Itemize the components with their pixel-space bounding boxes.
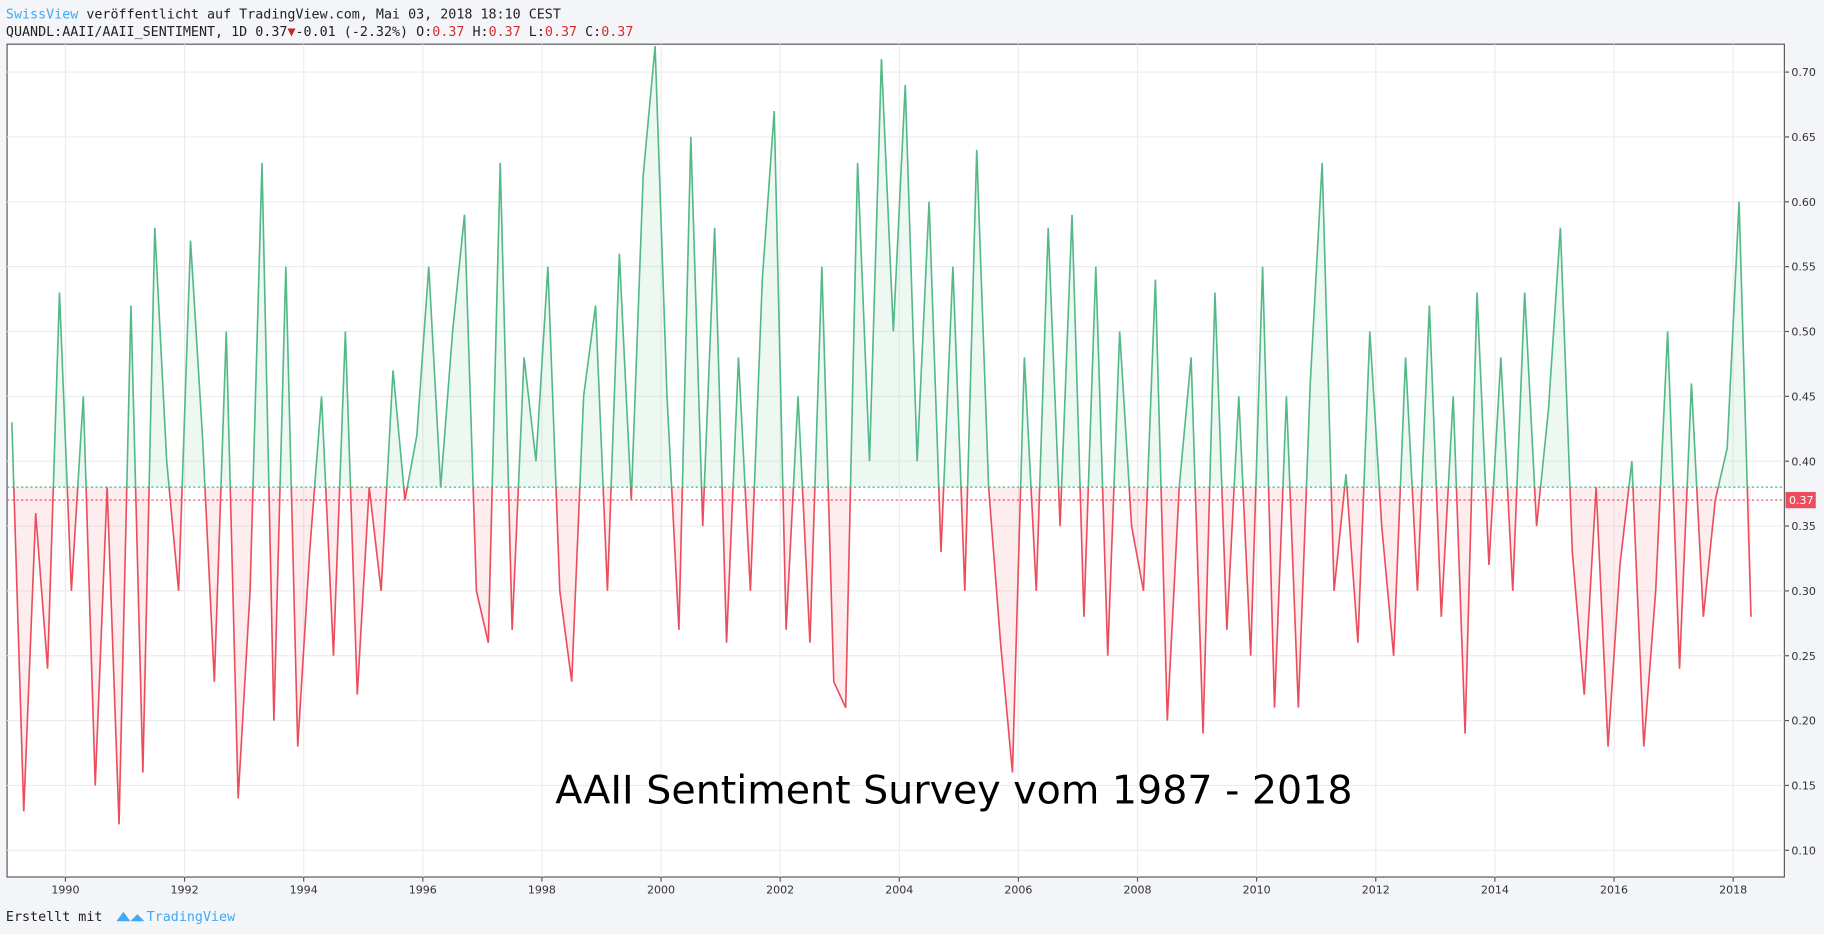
- footer-made: Erstellt mit: [6, 910, 103, 925]
- l-label: L:: [529, 25, 545, 40]
- y-tick-label: 0.20: [1791, 715, 1816, 728]
- y-tick-label: 0.25: [1791, 650, 1816, 663]
- last-value-label: 0.37: [1789, 494, 1814, 507]
- c-value: 0.37: [601, 25, 633, 40]
- l-value: 0.37: [545, 25, 577, 40]
- y-tick-label: 0.60: [1791, 196, 1816, 209]
- y-tick-label: 0.45: [1791, 390, 1816, 403]
- symbol-line: QUANDL:AAII/AAII_SENTIMENT, 1D 0.37▼-0.0…: [6, 25, 633, 40]
- x-tick-label: 2016: [1600, 883, 1628, 896]
- line: [11, 46, 1752, 825]
- h-label: H:: [472, 25, 488, 40]
- x-tick-label: 1996: [409, 883, 437, 896]
- o-label: O:: [416, 25, 432, 40]
- x-tick-label: 2008: [1123, 883, 1151, 896]
- plot-layer: AAII Sentiment Survey vom 1987 - 2018: [7, 44, 1785, 878]
- x-tick-label: 1998: [528, 883, 556, 896]
- y-tick-label: 0.10: [1791, 844, 1816, 857]
- y-tick-label: 0.70: [1791, 66, 1816, 79]
- y-tick-label: 0.35: [1791, 520, 1816, 533]
- last-value-box: [1785, 491, 1816, 509]
- x-tick-label: 1994: [290, 883, 318, 896]
- y-tick-label: 0.40: [1791, 455, 1816, 468]
- y-tick-label: 0.50: [1791, 326, 1816, 339]
- brand: SwissView: [6, 8, 79, 23]
- y-tick-label: 0.65: [1791, 131, 1816, 144]
- arrow: ▼: [287, 25, 295, 40]
- x-tick-label: 2002: [766, 883, 794, 896]
- header-line: SwissView veröffentlicht auf TradingView…: [6, 8, 561, 23]
- tv-logo: [116, 911, 145, 922]
- published: veröffentlicht auf TradingView.com, Mai …: [86, 8, 561, 23]
- c-label: C:: [585, 25, 601, 40]
- x-tick-label: 1990: [51, 883, 79, 896]
- h-value: 0.37: [489, 25, 521, 40]
- x-tick-label: 2004: [885, 883, 913, 896]
- chart-title: AAII Sentiment Survey vom 1987 - 2018: [555, 768, 1352, 814]
- x-tick-label: 2000: [647, 883, 675, 896]
- x-tick-label: 2006: [1004, 883, 1032, 896]
- x-tick-label: 2012: [1362, 883, 1390, 896]
- o-value: 0.37: [432, 25, 464, 40]
- y-tick-label: 0.55: [1791, 261, 1816, 274]
- x-tick-label: 2018: [1719, 883, 1747, 896]
- y-tick-label: 0.15: [1791, 780, 1816, 793]
- y-tick-label: 0.30: [1791, 585, 1816, 598]
- footer-brand[interactable]: TradingView: [147, 910, 236, 925]
- change: -0.01 (-2.32%): [295, 25, 408, 40]
- symbol: QUANDL:AAII/AAII_SENTIMENT, 1D: [6, 25, 247, 40]
- area: [11, 46, 1751, 825]
- x-tick-label: 2014: [1481, 883, 1509, 896]
- last: 0.37: [255, 25, 287, 40]
- x-tick-label: 1992: [171, 883, 199, 896]
- x-tick-label: 2010: [1243, 883, 1271, 896]
